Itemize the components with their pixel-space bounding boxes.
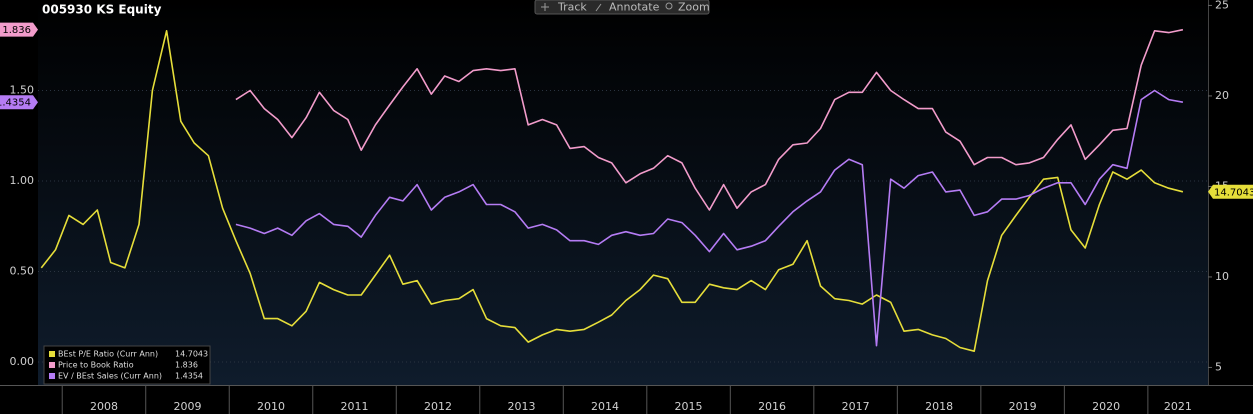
legend-label: BEst P/E Ratio (Curr Ann) <box>58 350 158 359</box>
x-tick-label: 2010 <box>257 400 285 413</box>
x-tick-label: 2009 <box>173 400 201 413</box>
annotate-button[interactable]: Annotate <box>595 1 660 14</box>
y-tick-label: 1.00 <box>10 174 35 187</box>
series-line <box>235 28 1184 211</box>
legend-value: 14.7043 <box>175 350 208 359</box>
grid <box>38 90 1208 363</box>
x-tick-label: 2011 <box>341 400 369 413</box>
value-tag <box>0 95 38 110</box>
x-axis-strip <box>0 385 1253 414</box>
x-tick-label: 2015 <box>675 400 703 413</box>
track-button[interactable]: Track <box>541 1 587 14</box>
y2-tick-label: 20 <box>1215 89 1229 102</box>
chart-title: 005930 KS Equity <box>42 3 162 17</box>
zoom-label: Zoom <box>678 1 710 14</box>
series-line <box>235 89 1184 347</box>
x-tick-label: 2014 <box>591 400 619 413</box>
value-tag <box>1208 184 1253 199</box>
zoom-icon <box>665 2 673 10</box>
legend-box <box>43 345 211 385</box>
series-line <box>40 30 1184 352</box>
x-tick-label: 2017 <box>842 400 870 413</box>
y-tick-label: 0.50 <box>10 265 35 278</box>
annotate-label: Annotate <box>609 1 660 14</box>
y-tick-label: 0.00 <box>10 355 35 368</box>
legend-swatch <box>49 351 55 357</box>
x-tick-label: 2016 <box>758 400 786 413</box>
x-tick-label: 2018 <box>925 400 953 413</box>
x-tick-label: 2020 <box>1092 400 1120 413</box>
lines <box>40 28 1184 352</box>
legend-swatch <box>49 362 55 368</box>
track-label: Track <box>557 1 587 14</box>
legend-value: 1.4354 <box>175 372 203 381</box>
y2-tick-label: 25 <box>1215 0 1229 11</box>
y2-tick-label: 10 <box>1215 270 1229 283</box>
legend: BEst P/E Ratio (Curr Ann) 14.7043 Price to… <box>43 345 211 385</box>
value-tag-label: 1.836 <box>2 25 31 36</box>
x-tick-label: 2019 <box>1009 400 1037 413</box>
y2-tick-label: 5 <box>1215 360 1222 373</box>
x-tick-label: 2008 <box>90 400 118 413</box>
y-tick-label: 1.50 <box>10 84 35 97</box>
toolbar-bg <box>534 0 710 15</box>
legend-label: Price to Book Ratio <box>58 361 134 370</box>
x-tick-label: 2012 <box>424 400 452 413</box>
value-tag-label: 1.4354 <box>0 98 31 109</box>
x-tick-label: 2021 <box>1164 400 1192 413</box>
value-tag <box>0 22 38 37</box>
annotate-icon <box>595 3 602 12</box>
legend-label: EV / BEst Sales (Curr Ann) <box>58 372 162 381</box>
legend-swatch <box>49 373 55 379</box>
zoom-button[interactable]: Zoom <box>665 1 710 14</box>
track-icon <box>541 3 549 11</box>
value-tag-label: 14.7043 <box>1214 187 1253 198</box>
toolbar: Track Annotate Zoom <box>534 0 710 15</box>
legend-value: 1.836 <box>175 361 198 370</box>
x-tick-label: 2013 <box>508 400 536 413</box>
plot-area <box>38 0 1208 385</box>
